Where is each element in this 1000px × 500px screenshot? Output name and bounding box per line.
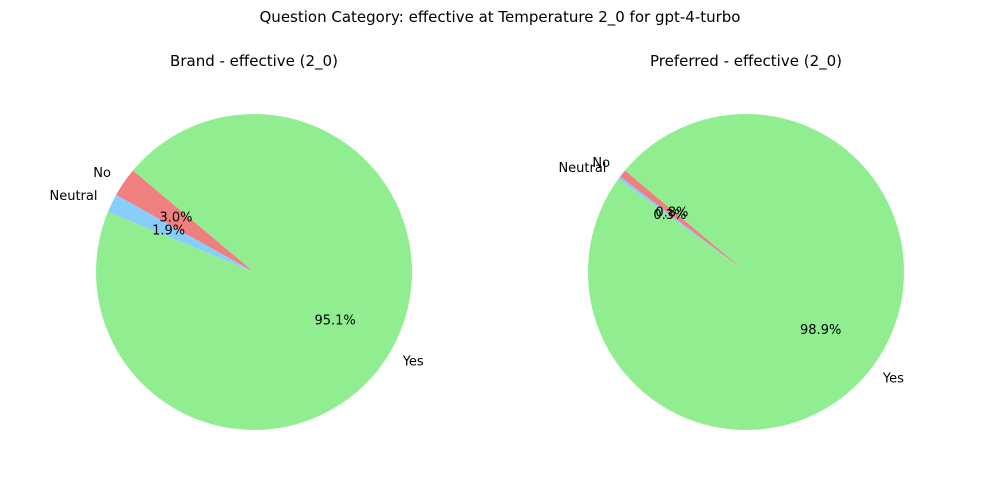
pie-pct-brand-neutral: 1.9% <box>152 223 185 238</box>
pie-chart-brand: Brand - effective (2_0) No 3.0% Neutral 1.9… <box>50 52 424 430</box>
pie-slice-brand-yes <box>96 113 413 430</box>
pie-slice-preferred-neutral <box>618 176 746 272</box>
pie-pct-preferred-no: 0.8% <box>655 205 688 220</box>
pie-slice-brand-no <box>116 170 254 272</box>
pie-label-preferred-no: No <box>592 156 610 171</box>
pie-pct-brand-yes: 95.1% <box>314 314 355 329</box>
pie-slice-brand-neutral <box>107 194 254 272</box>
pie-label-preferred-yes: Yes <box>882 372 904 387</box>
pie-label-preferred-neutral: Neutral <box>558 161 606 176</box>
pie-label-brand-neutral: Neutral <box>50 189 98 204</box>
pie-slice-preferred-yes <box>587 114 904 431</box>
pie-title-brand: Brand - effective (2_0) <box>170 52 338 71</box>
pie-slice-preferred-no <box>620 170 746 272</box>
pie-chart-preferred: Preferred - effective (2_0) No 0.8% Neutra… <box>558 52 904 431</box>
pie-label-brand-no: No <box>93 166 111 181</box>
pie-label-brand-yes: Yes <box>402 354 424 369</box>
pie-pct-preferred-yes: 98.9% <box>800 323 841 338</box>
pie-pct-preferred-neutral: 0.3% <box>653 208 686 223</box>
pie-pct-brand-no: 3.0% <box>159 211 192 226</box>
figure-title: Question Category: effective at Temperat… <box>260 8 741 27</box>
pie-title-preferred: Preferred - effective (2_0) <box>650 52 842 71</box>
